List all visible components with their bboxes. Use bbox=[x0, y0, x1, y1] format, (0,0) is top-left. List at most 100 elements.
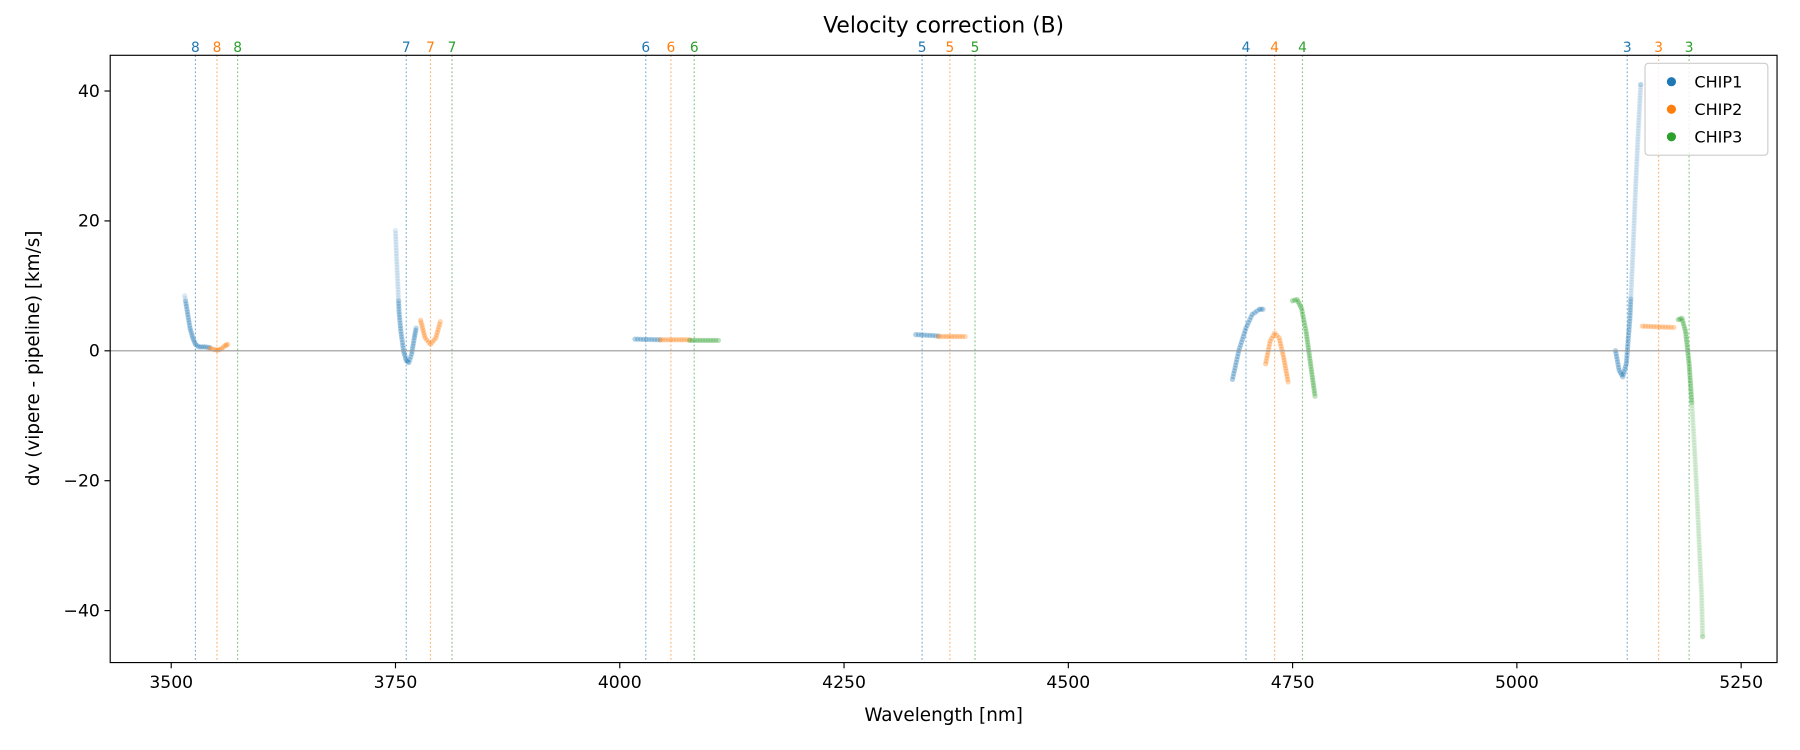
data-point-chip1 bbox=[413, 327, 419, 334]
data-point-chip2 bbox=[1668, 324, 1674, 330]
data-point-chip2 bbox=[218, 346, 225, 352]
data-point-chip2 bbox=[681, 337, 687, 343]
data-point-chip3 bbox=[1691, 439, 1697, 446]
order-label: 3 bbox=[1623, 40, 1632, 56]
data-point-chip2 bbox=[684, 337, 690, 343]
data-point-chip1 bbox=[1633, 170, 1639, 176]
data-point-chip3 bbox=[1689, 411, 1696, 417]
data-point-chip3 bbox=[692, 337, 698, 344]
data-point-chip1 bbox=[409, 346, 416, 352]
x-tick-label: 4250 bbox=[822, 673, 866, 693]
data-point-chip1 bbox=[1627, 304, 1634, 310]
data-point-chip1 bbox=[1630, 243, 1636, 249]
data-point-chip1 bbox=[393, 256, 400, 262]
data-point-chip2 bbox=[1277, 340, 1284, 347]
data-point-chip1 bbox=[183, 301, 189, 307]
data-point-chip1 bbox=[1627, 307, 1633, 313]
data-point-chip3 bbox=[1693, 486, 1700, 492]
plot-frame bbox=[109, 54, 1778, 664]
data-point-chip3 bbox=[1697, 561, 1703, 567]
data-point-chip1 bbox=[1627, 310, 1633, 316]
x-tick-label: 4500 bbox=[1046, 673, 1090, 693]
data-point-chip3 bbox=[1694, 494, 1700, 501]
data-point-chip1 bbox=[646, 336, 652, 343]
data-point-chip1 bbox=[1637, 101, 1643, 107]
data-point-chip1 bbox=[1632, 195, 1638, 201]
data-point-chip3 bbox=[1695, 517, 1701, 523]
data-point-chip3 bbox=[1699, 631, 1706, 637]
data-point-chip1 bbox=[1233, 359, 1239, 365]
data-point-chip1 bbox=[1623, 361, 1629, 367]
data-point-chip1 bbox=[1241, 331, 1247, 337]
data-point-chip1 bbox=[1632, 200, 1638, 207]
data-point-chip1 bbox=[412, 330, 418, 336]
data-point-chip1 bbox=[1632, 186, 1639, 193]
data-point-chip2 bbox=[437, 318, 443, 325]
data-point-chip1 bbox=[182, 298, 189, 304]
data-point-chip3 bbox=[1699, 633, 1706, 640]
data-point-chip3 bbox=[1695, 519, 1701, 526]
data-point-chip1 bbox=[393, 250, 400, 257]
data-point-chip3 bbox=[1686, 366, 1693, 373]
data-point-chip3 bbox=[1679, 315, 1685, 321]
data-point-chip1 bbox=[1247, 317, 1253, 323]
data-point-chip3 bbox=[1685, 353, 1691, 359]
data-point-chip3 bbox=[1289, 298, 1296, 304]
data-point-chip1 bbox=[1631, 220, 1637, 226]
data-point-chip3 bbox=[1690, 417, 1696, 423]
data-point-chip1 bbox=[186, 320, 192, 326]
data-point-chip3 bbox=[1693, 470, 1699, 476]
data-point-chip3 bbox=[1692, 453, 1698, 460]
data-point-chip3 bbox=[1302, 325, 1309, 332]
data-point-chip1 bbox=[396, 309, 402, 315]
data-point-chip3 bbox=[1699, 620, 1705, 626]
data-point-chip2 bbox=[679, 337, 685, 343]
data-point-chip1 bbox=[924, 332, 930, 338]
data-point-chip3 bbox=[1696, 530, 1702, 537]
data-point-chip1 bbox=[1244, 322, 1250, 328]
data-point-chip1 bbox=[396, 306, 402, 312]
data-point-chip1 bbox=[1627, 312, 1633, 319]
data-point-chip1 bbox=[399, 339, 406, 346]
data-point-chip1 bbox=[1636, 117, 1642, 123]
data-point-chip3 bbox=[1675, 316, 1681, 323]
data-point-chip2 bbox=[431, 337, 437, 343]
data-point-chip2 bbox=[1284, 373, 1290, 380]
data-point-chip1 bbox=[397, 317, 403, 323]
data-point-chip1 bbox=[1630, 237, 1637, 243]
data-point-chip3 bbox=[1695, 511, 1701, 517]
data-point-chip3 bbox=[1305, 342, 1311, 348]
data-point-chip3 bbox=[1696, 539, 1702, 545]
data-point-chip3 bbox=[1310, 382, 1317, 389]
data-point-chip1 bbox=[1239, 336, 1246, 343]
data-point-chip1 bbox=[1637, 95, 1643, 101]
data-point-chip2 bbox=[1263, 358, 1269, 364]
data-point-chip1 bbox=[929, 332, 936, 339]
data-point-chip1 bbox=[1631, 212, 1638, 218]
data-point-chip2 bbox=[435, 327, 441, 333]
data-point-chip1 bbox=[395, 295, 402, 301]
data-point-chip1 bbox=[412, 332, 418, 339]
data-point-chip2 bbox=[1654, 324, 1660, 330]
data-point-chip1 bbox=[392, 228, 399, 234]
data-point-chip1 bbox=[1635, 133, 1641, 140]
data-point-chip2 bbox=[1280, 351, 1286, 358]
data-point-chip2 bbox=[419, 325, 426, 331]
data-point-chip3 bbox=[1694, 489, 1700, 495]
data-point-chip2 bbox=[1263, 361, 1269, 367]
data-point-chip1 bbox=[1637, 90, 1643, 96]
data-point-chip1 bbox=[1237, 342, 1244, 348]
data-point-chip3 bbox=[1297, 303, 1304, 309]
data-point-chip1 bbox=[1631, 229, 1637, 235]
x-tick-label: 3750 bbox=[374, 673, 418, 693]
data-point-chip3 bbox=[1312, 390, 1318, 397]
data-point-chip1 bbox=[394, 267, 400, 273]
data-point-chip1 bbox=[393, 233, 399, 239]
data-point-chip1 bbox=[200, 344, 206, 350]
data-point-chip1 bbox=[1617, 369, 1623, 376]
legend-label: CHIP2 bbox=[1694, 100, 1742, 119]
data-point-chip3 bbox=[1692, 459, 1698, 465]
data-point-chip1 bbox=[1630, 248, 1636, 255]
data-point-chip1 bbox=[411, 335, 417, 341]
data-point-chip3 bbox=[1681, 323, 1687, 329]
